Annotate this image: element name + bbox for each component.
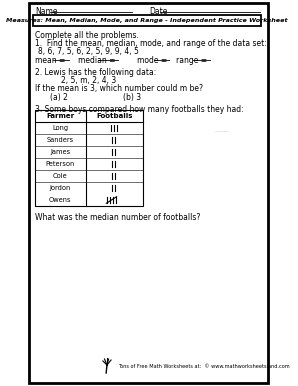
Text: median =: median =: [77, 56, 117, 65]
Text: What was the median number of footballs?: What was the median number of footballs?: [35, 213, 200, 222]
Text: mode =: mode =: [137, 56, 170, 65]
Text: Sanders: Sanders: [47, 137, 74, 143]
Text: James: James: [50, 149, 70, 155]
Text: (b) 3: (b) 3: [123, 93, 142, 102]
Text: Peterson: Peterson: [46, 161, 75, 167]
Text: range =: range =: [176, 56, 210, 65]
Text: 2. Lewis has the following data:: 2. Lewis has the following data:: [35, 68, 156, 77]
Text: Complete all the problems.: Complete all the problems.: [35, 31, 139, 40]
Text: Name: Name: [35, 7, 58, 17]
Bar: [35, 110, 143, 206]
Text: Farmer: Farmer: [46, 113, 74, 119]
Text: 3. Some boys compared how many footballs they had:: 3. Some boys compared how many footballs…: [35, 105, 244, 114]
Text: Cole: Cole: [53, 173, 68, 179]
Text: Jordon: Jordon: [50, 185, 71, 191]
Text: Measures: Mean, Median, Mode, and Range - Independent Practice Worksheet: Measures: Mean, Median, Mode, and Range …: [6, 18, 288, 23]
Text: 8, 6, 7, 5, 6, 2, 5, 9, 9, 4, 5: 8, 6, 7, 5, 6, 2, 5, 9, 9, 4, 5: [38, 47, 139, 56]
Text: 1.  Find the mean, median, mode, and range of the data set:: 1. Find the mean, median, mode, and rang…: [35, 39, 267, 48]
Text: 2, 5, m, 2, 4, 3: 2, 5, m, 2, 4, 3: [61, 76, 117, 85]
Text: Owens: Owens: [49, 197, 72, 203]
Text: (a) 2: (a) 2: [50, 93, 68, 102]
Text: If the mean is 3, which number could m be?: If the mean is 3, which number could m b…: [35, 84, 203, 93]
Text: Date: Date: [150, 7, 168, 17]
Text: Long: Long: [52, 125, 69, 131]
Text: mean =: mean =: [35, 56, 68, 65]
Bar: [33, 15, 261, 26]
Text: Tons of Free Math Worksheets at:  © www.mathworksheetsland.com: Tons of Free Math Worksheets at: © www.m…: [118, 364, 290, 369]
Text: Footballs: Footballs: [96, 113, 133, 119]
